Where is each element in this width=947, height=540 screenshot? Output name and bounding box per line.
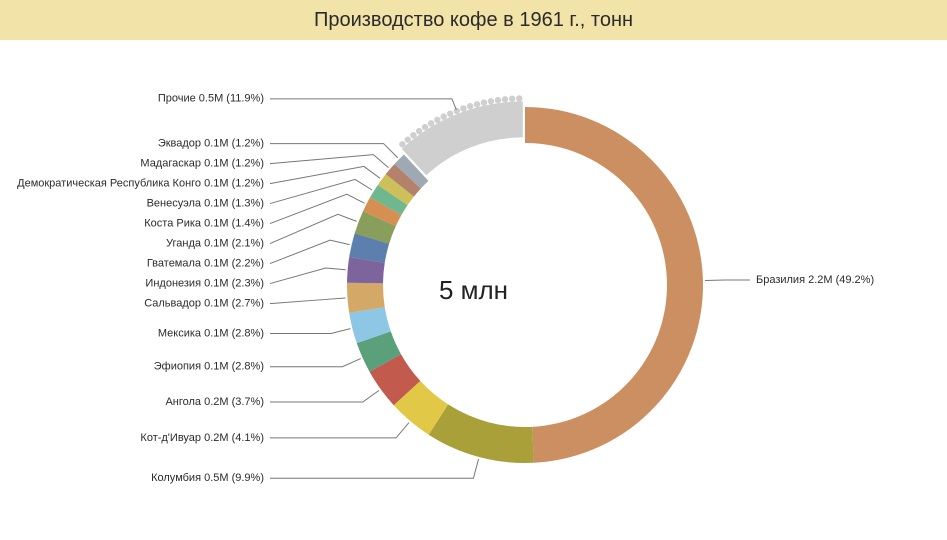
leader-line — [270, 329, 350, 334]
donut-slice[interactable] — [402, 101, 523, 175]
slice-label: Кот-д'Ивуар 0.2M (4.1%) — [140, 432, 264, 444]
slice-label: Уганда 0.1M (2.1%) — [166, 237, 264, 249]
slice-label: Коста Рика 0.1M (1.4%) — [144, 217, 264, 229]
leader-line — [270, 423, 409, 438]
leader-line — [270, 99, 456, 110]
chart-title: Производство кофе в 1961 г., тонн — [314, 9, 633, 32]
leader-line — [270, 359, 361, 367]
leader-line — [705, 280, 750, 281]
leader-line — [270, 298, 345, 304]
leader-line — [270, 166, 380, 183]
slice-label: Венесуэла 0.1M (1.3%) — [147, 197, 264, 209]
slice-label: Колумбия 0.5M (9.9%) — [151, 472, 264, 484]
slice-label: Мадагаскар 0.1M (1.2%) — [140, 157, 264, 169]
leader-line — [270, 144, 398, 158]
leader-line — [270, 240, 350, 263]
chart-area: Бразилия 2.2M (49.2%) Прочие 0.5M (11.9%)… — [0, 40, 947, 540]
leader-line — [270, 179, 372, 203]
leader-line — [270, 155, 388, 168]
slice-label: Гватемала 0.1M (2.2%) — [147, 257, 264, 269]
donut-slice[interactable] — [429, 404, 534, 463]
slice-label: Сальвадор 0.1M (2.7%) — [144, 297, 264, 309]
slice-label: Индонезия 0.1M (2.3%) — [145, 277, 264, 289]
slice-label: Прочие 0.5M (11.9%) — [158, 93, 264, 105]
donut-slice[interactable] — [525, 107, 703, 463]
chart-title-bar: Производство кофе в 1961 г., тонн — [0, 0, 947, 40]
slice-label: Эквадор 0.1M (1.2%) — [158, 137, 264, 149]
slice-label: Ангола 0.2M (3.7%) — [165, 396, 264, 408]
slice-label: Демократическая Республика Конго 0.1M (1… — [17, 177, 264, 189]
leader-line — [270, 390, 379, 402]
slice-label: Эфиопия 0.1M (2.8%) — [154, 361, 264, 373]
donut-chart: Бразилия 2.2M (49.2%) Прочие 0.5M (11.9%)… — [0, 40, 947, 540]
slice-label: Мексика 0.1M (2.8%) — [158, 327, 264, 339]
leader-line — [270, 268, 346, 284]
slice-label: Бразилия 2.2M (49.2%) — [756, 274, 874, 286]
leader-line — [270, 459, 479, 478]
